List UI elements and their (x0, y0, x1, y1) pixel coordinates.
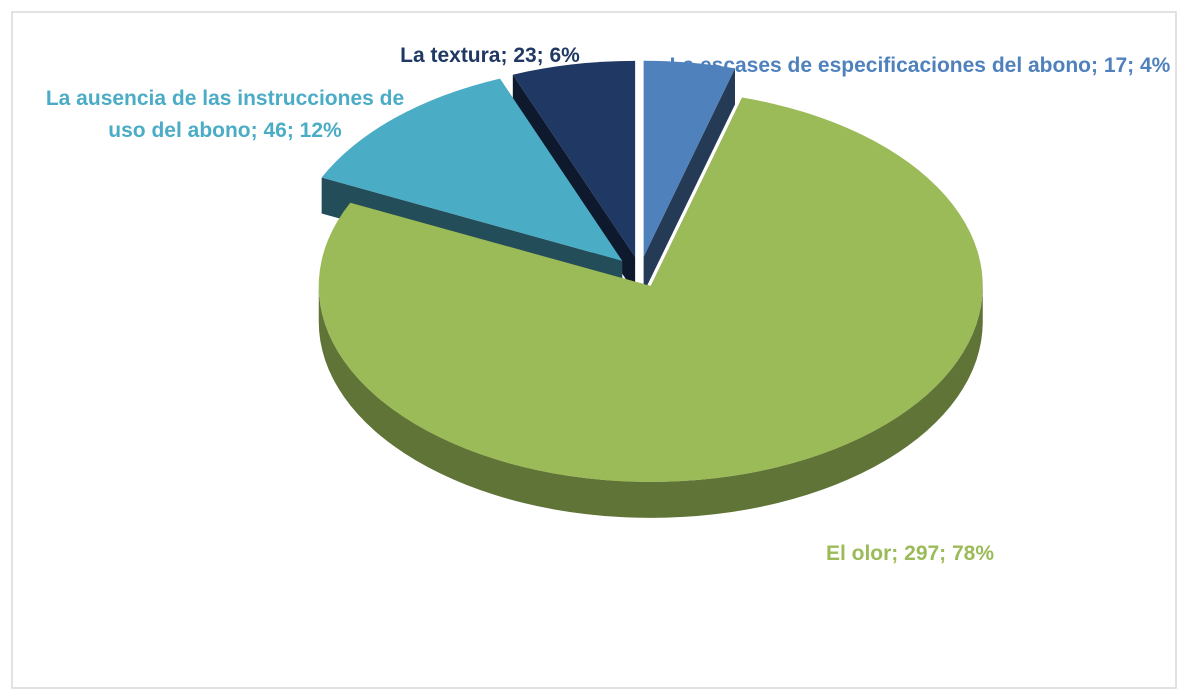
slice-wall (318, 285, 983, 518)
pie-slice (512, 60, 636, 257)
data-label: La escases de especificaciones del abono… (669, 54, 1171, 77)
pie-slice (321, 78, 623, 261)
data-label: El olor; 297; 78% (825, 542, 995, 565)
pie-slice (643, 60, 736, 257)
data-label: La textura; 23; 6% (400, 44, 580, 67)
data-label: La ausencia de las instrucciones de uso … (45, 87, 405, 142)
slice-side (643, 68, 736, 293)
pie-slice (318, 97, 983, 482)
